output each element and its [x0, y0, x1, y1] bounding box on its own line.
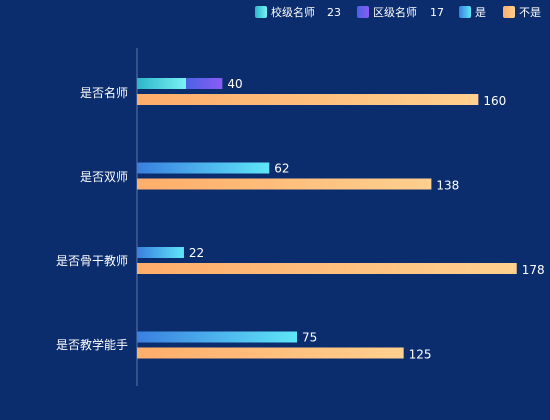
bar-no-1[interactable]: [137, 178, 432, 190]
legend-swatch-yes: [459, 6, 471, 18]
legend-item-no[interactable]: 不是: [503, 6, 541, 19]
legend-item-quji[interactable]: 区级名师 17: [357, 5, 444, 19]
data-labels: 40 62 22 75 160 138 178 125: [189, 77, 545, 362]
legend-item-xiaoji[interactable]: 校级名师 23: [255, 5, 341, 19]
bar-xiaoji-0[interactable]: [137, 78, 187, 89]
legend-swatch-xiaoji: [255, 6, 267, 18]
bar-quji-0[interactable]: [186, 78, 223, 89]
data-label-yes-3: 75: [302, 331, 317, 345]
legend-item-yes[interactable]: 是: [459, 6, 486, 19]
category-labels: 是否名师 是否双师 是否骨干教师 是否教学能手: [56, 85, 128, 352]
category-label-1: 是否双师: [80, 170, 128, 184]
legend-value-xiaoji: 23: [327, 6, 341, 19]
category-label-2: 是否骨干教师: [56, 253, 128, 268]
legend-label-xiaoji: 校级名师: [271, 5, 315, 19]
bar-no-2[interactable]: [137, 263, 517, 274]
bar-no-0[interactable]: [137, 94, 479, 105]
legend-label-yes: 是: [475, 6, 486, 19]
bar-yes-2[interactable]: [137, 247, 184, 258]
data-label-yes-0: 40: [227, 77, 242, 91]
data-label-yes-2: 22: [189, 246, 204, 260]
category-label-3: 是否教学能手: [56, 337, 128, 352]
bar-no-3[interactable]: [137, 347, 404, 359]
data-label-no-1: 138: [436, 179, 459, 193]
data-label-no-3: 125: [409, 348, 432, 362]
category-label-0: 是否名师: [80, 85, 128, 100]
bar-yes-3[interactable]: [137, 331, 297, 343]
bar-yes-1[interactable]: [137, 162, 270, 174]
legend-label-no: 不是: [519, 6, 541, 19]
legend-value-quji: 17: [430, 6, 444, 19]
legend-swatch-no: [503, 6, 515, 18]
legend-swatch-quji: [357, 6, 369, 18]
legend: 校级名师 23 区级名师 17 是 不是: [255, 5, 541, 19]
legend-label-quji: 区级名师: [373, 5, 417, 19]
data-label-no-0: 160: [483, 94, 506, 108]
bars: [137, 78, 517, 359]
data-label-no-2: 178: [522, 263, 545, 277]
data-label-yes-1: 62: [274, 162, 289, 176]
